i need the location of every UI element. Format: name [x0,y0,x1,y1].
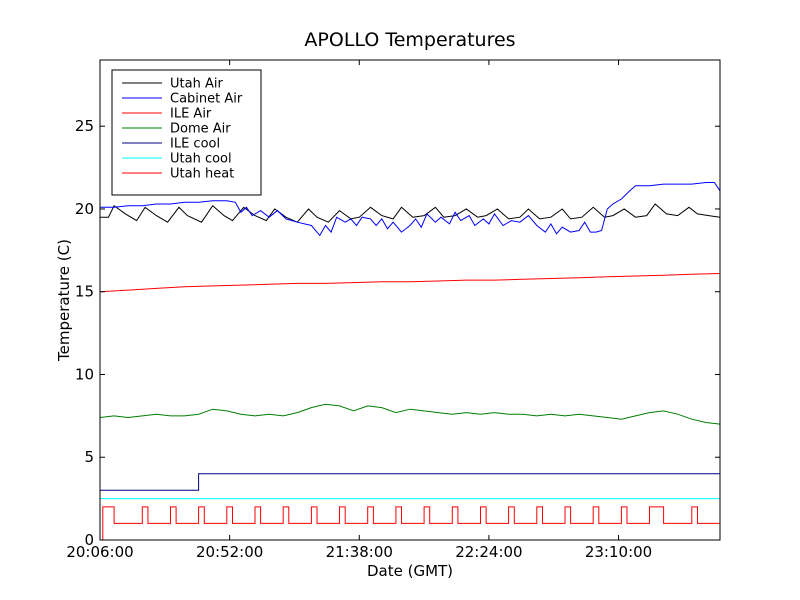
x-tick-label: 20:06:00 [66,543,133,561]
legend-label-ile-cool: ILE cool [170,137,220,152]
x-tick-label: 22:24:00 [455,543,522,561]
series-line-cabinet-air [100,182,720,237]
y-tick-label: 0 [84,531,94,549]
tick-layer: 20:06:00 20:52:00 21:38:00 22:24:00 23:10:00… [66,60,720,561]
legend-label-utah-cool: Utah cool [170,152,232,167]
x-axis-label: Date (GMT) [367,562,453,580]
legend-label-utah-heat: Utah heat [170,167,234,182]
y-tick-label: 5 [84,448,94,466]
legend-label-utah-air: Utah Air [170,77,223,92]
y-tick-label: 15 [75,283,94,301]
legend-box [111,69,262,196]
x-tick-label: 20:52:00 [196,543,263,561]
chart-title: APOLLO Temperatures [304,29,515,51]
legend-label-ile-air: ILE Air [170,107,212,122]
y-tick-label: 25 [75,117,94,135]
series-layer [100,182,720,540]
y-axis-label: Temperature (C) [55,239,73,362]
legend-label-dome-air: Dome Air [170,122,231,137]
legend-label-cabinet-air: Cabinet Air [170,92,243,107]
series-line-utah-air [100,203,720,223]
series-line-ile-air [100,273,720,293]
series-line-dome-air [100,403,720,425]
series-line-utah-heat [102,506,720,540]
y-tick-label: 20 [75,200,94,218]
y-tick-label: 10 [75,365,94,383]
x-tick-label: 21:38:00 [326,543,393,561]
series-line-ile-cool [100,473,720,491]
plot-frame [99,59,721,541]
x-tick-label: 23:10:00 [585,543,652,561]
